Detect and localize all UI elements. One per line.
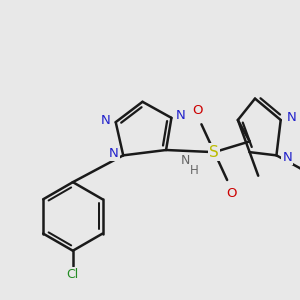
Text: N: N — [181, 154, 190, 167]
Text: Cl: Cl — [67, 268, 79, 281]
Text: N: N — [176, 109, 186, 122]
Text: S: S — [209, 145, 219, 160]
Text: N: N — [286, 111, 296, 124]
Text: N: N — [109, 147, 118, 160]
Text: H: H — [190, 164, 198, 177]
Text: O: O — [226, 188, 237, 200]
Text: O: O — [192, 104, 202, 117]
Text: N: N — [101, 113, 111, 127]
Text: N: N — [282, 151, 292, 164]
